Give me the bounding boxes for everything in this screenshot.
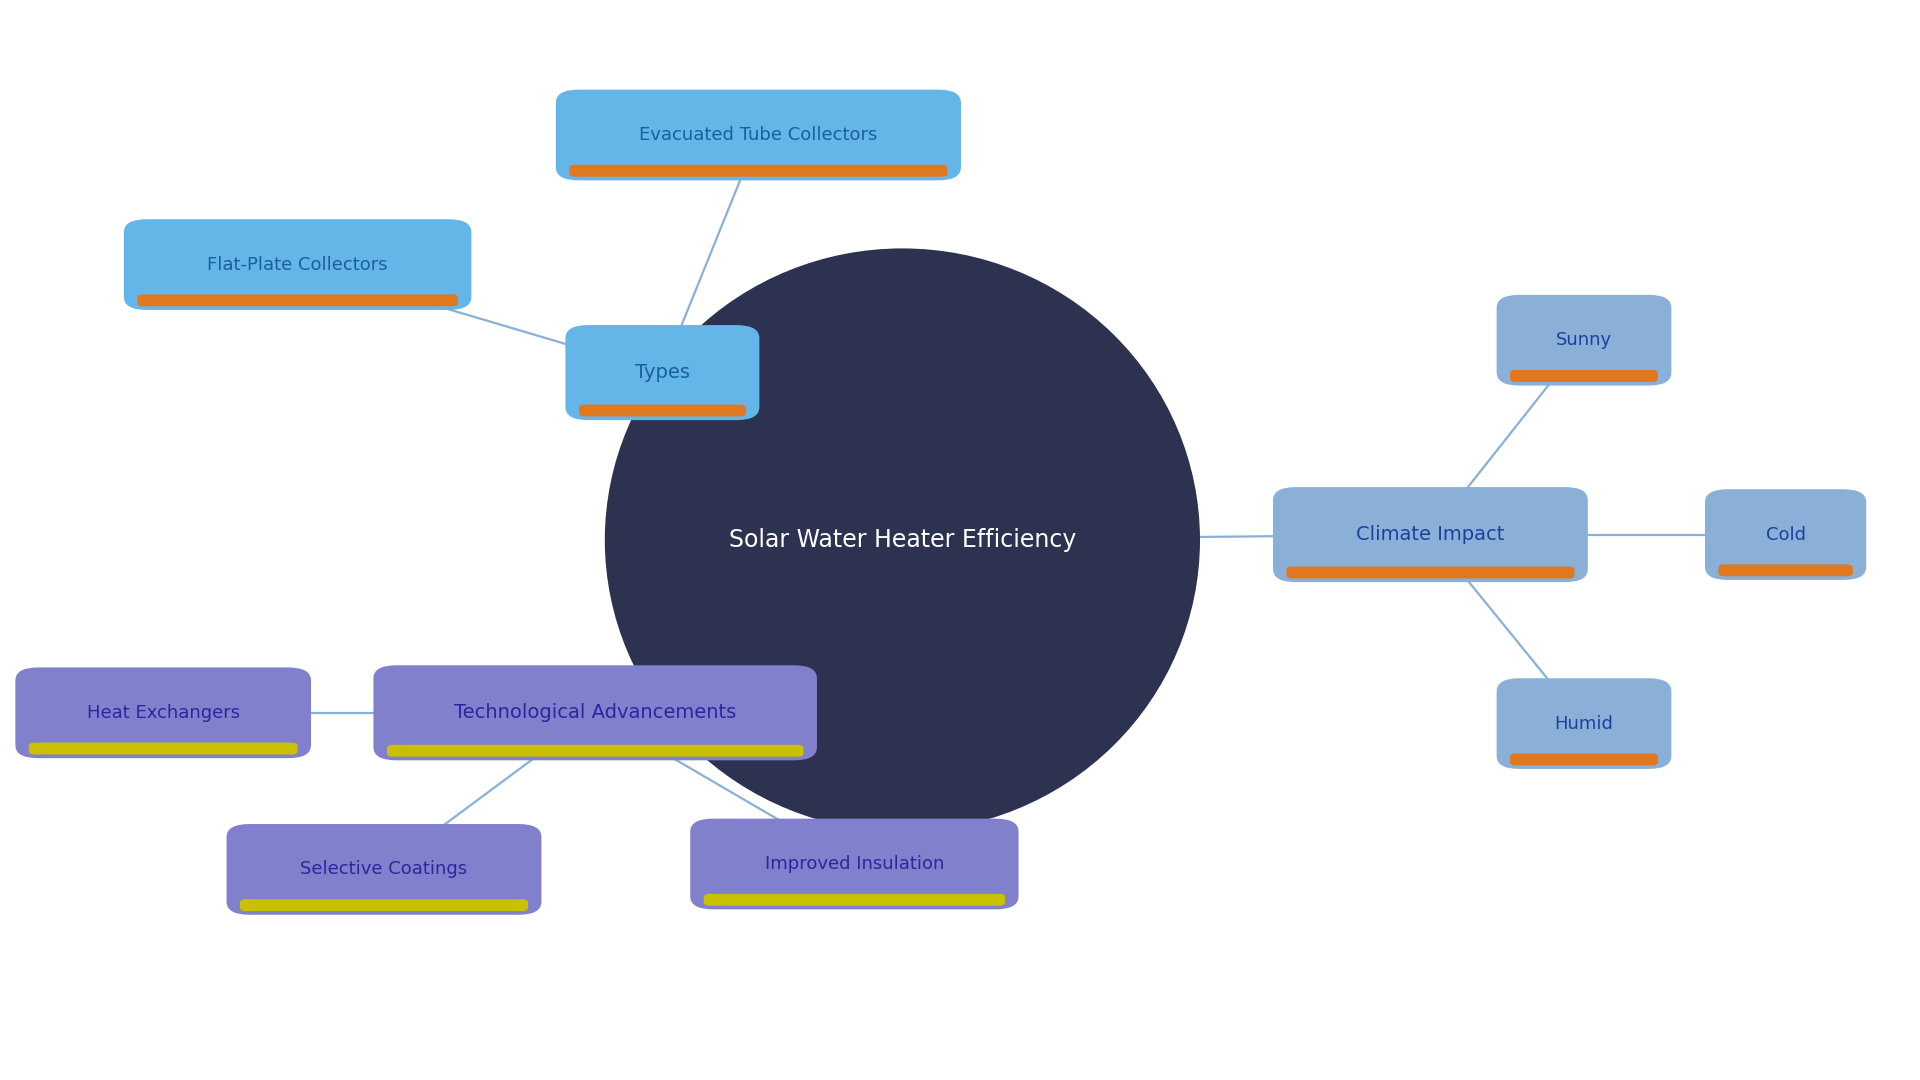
FancyBboxPatch shape — [564, 325, 758, 420]
Text: Cold: Cold — [1766, 526, 1805, 543]
FancyBboxPatch shape — [557, 90, 960, 180]
Text: Humid: Humid — [1555, 715, 1613, 732]
FancyBboxPatch shape — [372, 665, 818, 760]
FancyBboxPatch shape — [29, 743, 298, 755]
FancyBboxPatch shape — [1286, 567, 1574, 579]
FancyBboxPatch shape — [138, 295, 457, 307]
FancyBboxPatch shape — [691, 819, 1018, 909]
Text: Technological Advancements: Technological Advancements — [453, 703, 737, 723]
Text: Climate Impact: Climate Impact — [1356, 525, 1505, 544]
FancyBboxPatch shape — [703, 894, 1006, 906]
FancyBboxPatch shape — [580, 405, 745, 417]
FancyBboxPatch shape — [1273, 487, 1588, 582]
Text: Sunny: Sunny — [1555, 332, 1613, 349]
FancyBboxPatch shape — [1509, 754, 1657, 766]
FancyBboxPatch shape — [1509, 370, 1657, 382]
FancyBboxPatch shape — [568, 165, 948, 177]
Ellipse shape — [605, 248, 1200, 832]
FancyBboxPatch shape — [1498, 295, 1670, 386]
FancyBboxPatch shape — [1498, 678, 1670, 769]
FancyBboxPatch shape — [386, 745, 803, 757]
FancyBboxPatch shape — [1718, 565, 1853, 577]
Text: Heat Exchangers: Heat Exchangers — [86, 704, 240, 721]
FancyBboxPatch shape — [227, 824, 541, 915]
Text: Flat-Plate Collectors: Flat-Plate Collectors — [207, 256, 388, 273]
FancyBboxPatch shape — [15, 667, 311, 758]
FancyBboxPatch shape — [240, 900, 528, 912]
Text: Selective Coatings: Selective Coatings — [300, 861, 468, 878]
Text: Types: Types — [636, 363, 689, 382]
FancyBboxPatch shape — [1705, 489, 1866, 580]
Text: Improved Insulation: Improved Insulation — [764, 855, 945, 873]
Text: Evacuated Tube Collectors: Evacuated Tube Collectors — [639, 126, 877, 144]
Text: Solar Water Heater Efficiency: Solar Water Heater Efficiency — [730, 528, 1075, 552]
FancyBboxPatch shape — [123, 219, 472, 310]
